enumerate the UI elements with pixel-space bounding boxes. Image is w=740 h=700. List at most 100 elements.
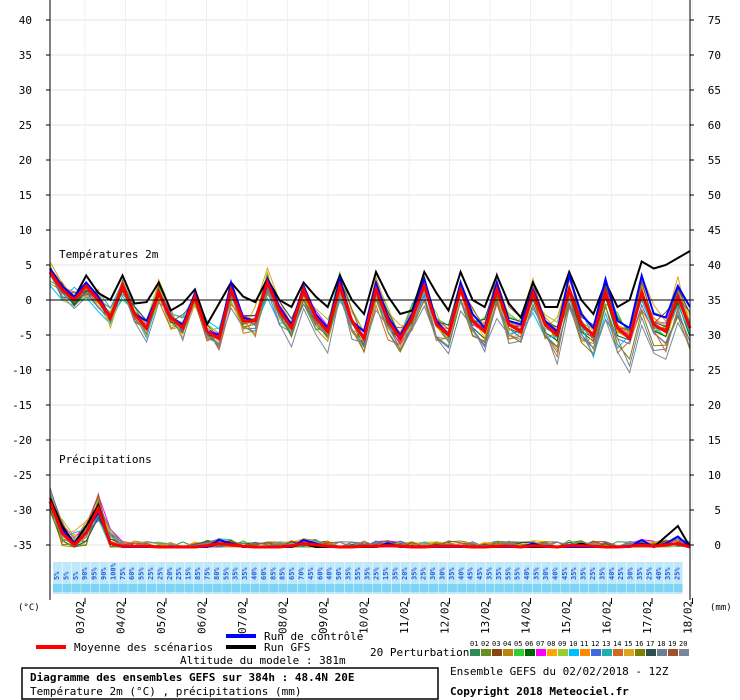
prob-cell [645,562,655,594]
prob-label: 55% [504,567,512,580]
prob-cell [250,562,260,594]
date-labels: 03/02 04/02 05/02 06/02 07/02 08/02 09/02 10/02… [74,598,695,634]
perturbation-swatch [492,649,502,656]
prob-label: 5% [53,571,61,580]
prob-cell [269,562,279,594]
prob-cell [222,562,232,594]
perturbation-number: 12 [591,640,599,648]
prob-cell [137,562,147,594]
prob-cell-fill [297,584,307,592]
prob-label: 40% [655,567,663,580]
prob-label: 55% [514,567,522,580]
prob-cell [344,562,354,594]
perturbation-number: 16 [635,640,643,648]
perturbation-number: 09 [558,640,566,648]
perturbation-number: 20 [679,640,687,648]
prob-label: 50% [335,567,343,580]
prob-label: 25% [674,567,682,580]
date-label: 17/02 [641,601,654,634]
perturbations-label: 20 Perturbations [370,646,476,659]
temperature-title: Températures 2m [59,248,159,261]
perturbation-swatch [536,649,546,656]
prob-cell [438,562,448,594]
left-tick-label: 30 [19,84,32,97]
left-tick-label: 15 [19,189,32,202]
series-temp-line [48,271,692,343]
prob-cell-fill [212,584,222,592]
prob-cell-fill [673,584,683,592]
prob-cell-fill [410,584,420,592]
prob-label: 5% [72,571,80,580]
perturbation-swatch [602,649,612,656]
date-label: 14/02 [520,601,533,634]
prob-cell-fill [607,584,617,592]
prob-cell [400,562,410,594]
prob-cell-fill [165,584,175,592]
left-tick-label: 10 [19,224,32,237]
prob-cell-fill [382,584,392,592]
perturbation-swatch [657,649,667,656]
prob-cell-fill [175,584,185,592]
prob-cell-fill [222,584,232,592]
prob-label: 55% [138,567,146,580]
altitude-label: Altitude du modele : 381m [180,654,346,667]
copyright-label: Copyright 2018 Meteociel.fr [450,685,629,698]
prob-cell-fill [570,584,580,592]
prob-label: 15% [185,567,193,580]
prob-cell [147,562,156,594]
perturbation-swatch [580,649,590,656]
prob-label: 40% [250,567,258,580]
perturbation-swatch [503,649,513,656]
right-tick-label: 0 [714,539,721,552]
prob-cell [429,562,439,594]
prob-label: 40% [551,567,559,580]
prob-label: 55% [222,567,230,580]
left-tick-label: -30 [12,504,32,517]
prob-cell-fill [626,584,636,592]
prob-cell [598,562,608,594]
prob-cell-fill [513,584,523,592]
perturbation-number: 14 [613,640,621,648]
prob-label: 35% [241,567,249,580]
perturbation-swatch [668,649,678,656]
prob-label: 30% [542,567,550,580]
prob-cell-fill [184,584,194,592]
perturbation-number: 13 [602,640,610,648]
prob-label: 60% [316,567,324,580]
prob-label: 15% [382,567,390,580]
date-label: 03/02 [74,601,87,634]
prob-label: 35% [486,567,494,580]
prob-label: 25% [617,567,625,580]
prob-cell-fill [137,584,147,592]
prob-label: 85% [269,567,277,580]
prob-label: 60% [260,567,268,580]
prob-cell [316,562,326,594]
prob-cell-fill [250,584,260,592]
prob-cell [673,562,683,594]
date-label: 10/02 [358,601,371,634]
perturbation-swatch [646,649,656,656]
diagram-subtitle: Température 2m (°C) , précipitations (mm… [30,685,302,698]
prob-label: 90% [100,567,108,580]
prob-cell [194,562,203,594]
perturbation-number: 17 [646,640,654,648]
prob-cell-fill [579,584,589,592]
prob-cell [626,562,636,594]
prob-label: 30% [627,567,635,580]
prob-cell-fill [664,584,674,592]
left-tick-label: 35 [19,49,32,62]
prob-cell [588,562,598,594]
prob-cell-fill [147,584,156,592]
perturbation-swatch [547,649,557,656]
left-tick-label: -5 [19,329,32,342]
prob-label: 45% [307,567,315,580]
prob-label: 85% [279,567,287,580]
prob-cell-fill [588,584,598,592]
perturbation-number: 18 [657,640,665,648]
legend-gfs-label: Run GFS [264,641,310,654]
prob-label: 90% [81,567,89,580]
series-temp-line [49,250,691,327]
perturbation-temp-line [49,265,691,375]
perturbation-swatch [481,649,491,656]
